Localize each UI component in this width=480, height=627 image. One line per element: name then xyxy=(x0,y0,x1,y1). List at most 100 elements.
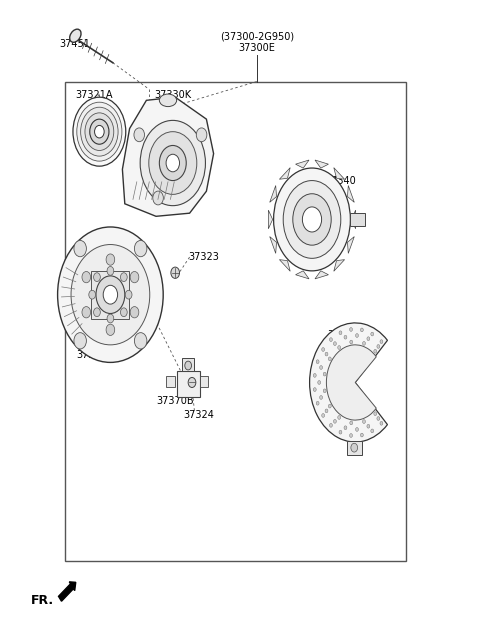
Ellipse shape xyxy=(350,340,353,344)
Ellipse shape xyxy=(371,332,374,336)
Ellipse shape xyxy=(322,414,324,418)
Ellipse shape xyxy=(328,404,331,408)
Ellipse shape xyxy=(322,347,324,351)
Ellipse shape xyxy=(334,419,336,423)
Ellipse shape xyxy=(302,207,322,232)
Ellipse shape xyxy=(329,338,332,342)
Ellipse shape xyxy=(159,145,186,181)
Ellipse shape xyxy=(356,428,359,431)
Ellipse shape xyxy=(344,335,347,339)
Ellipse shape xyxy=(380,421,383,425)
Text: 37390B: 37390B xyxy=(327,330,364,340)
Text: FR.: FR. xyxy=(31,594,54,607)
Ellipse shape xyxy=(73,97,126,166)
Ellipse shape xyxy=(339,430,342,434)
Ellipse shape xyxy=(196,128,207,142)
Ellipse shape xyxy=(377,345,380,349)
Ellipse shape xyxy=(380,340,383,344)
Ellipse shape xyxy=(313,374,316,377)
Ellipse shape xyxy=(71,245,150,345)
Text: 37323: 37323 xyxy=(189,252,219,262)
Ellipse shape xyxy=(74,240,86,256)
Text: 37370B: 37370B xyxy=(156,396,194,406)
Ellipse shape xyxy=(125,290,132,299)
Polygon shape xyxy=(296,271,309,279)
Ellipse shape xyxy=(344,426,347,429)
Ellipse shape xyxy=(338,416,341,419)
Ellipse shape xyxy=(149,132,197,194)
Ellipse shape xyxy=(362,419,365,423)
Text: 37330K: 37330K xyxy=(154,90,192,100)
Text: 37321A: 37321A xyxy=(75,90,112,100)
Polygon shape xyxy=(348,186,354,203)
Ellipse shape xyxy=(130,271,139,283)
Ellipse shape xyxy=(120,308,127,317)
Ellipse shape xyxy=(74,333,86,349)
Bar xyxy=(177,371,200,397)
Polygon shape xyxy=(270,236,276,253)
Ellipse shape xyxy=(94,273,100,282)
Ellipse shape xyxy=(362,342,365,345)
Ellipse shape xyxy=(171,267,180,278)
Ellipse shape xyxy=(323,389,326,393)
Ellipse shape xyxy=(94,308,100,317)
Ellipse shape xyxy=(371,429,374,433)
Ellipse shape xyxy=(360,328,363,332)
Ellipse shape xyxy=(325,409,328,413)
Ellipse shape xyxy=(106,324,115,335)
Ellipse shape xyxy=(85,113,114,150)
Polygon shape xyxy=(351,210,356,229)
FancyArrow shape xyxy=(59,582,76,601)
Bar xyxy=(166,376,175,387)
Text: (37300-2G950): (37300-2G950) xyxy=(220,31,294,41)
Ellipse shape xyxy=(377,416,380,420)
Ellipse shape xyxy=(188,377,196,387)
Ellipse shape xyxy=(95,125,104,138)
Bar xyxy=(200,376,208,387)
Ellipse shape xyxy=(320,366,323,369)
Ellipse shape xyxy=(274,168,350,271)
Ellipse shape xyxy=(367,424,370,428)
Text: 37360E: 37360E xyxy=(77,350,113,360)
Ellipse shape xyxy=(70,29,81,42)
Ellipse shape xyxy=(323,372,326,376)
Ellipse shape xyxy=(82,271,91,283)
PathPatch shape xyxy=(122,97,214,216)
Ellipse shape xyxy=(107,266,114,275)
Ellipse shape xyxy=(96,276,125,314)
Bar xyxy=(347,441,362,455)
Polygon shape xyxy=(279,167,290,179)
Ellipse shape xyxy=(325,352,328,356)
Ellipse shape xyxy=(283,181,341,258)
Ellipse shape xyxy=(316,401,319,405)
Bar xyxy=(65,82,406,561)
Ellipse shape xyxy=(360,433,363,437)
Ellipse shape xyxy=(107,314,114,323)
Ellipse shape xyxy=(120,273,127,282)
Ellipse shape xyxy=(374,412,377,416)
Ellipse shape xyxy=(320,396,323,399)
Ellipse shape xyxy=(374,349,377,353)
Ellipse shape xyxy=(349,327,352,331)
Ellipse shape xyxy=(349,434,352,438)
Ellipse shape xyxy=(140,120,205,206)
Ellipse shape xyxy=(328,357,331,361)
Text: 37340: 37340 xyxy=(325,176,356,186)
Ellipse shape xyxy=(81,107,118,156)
Ellipse shape xyxy=(77,102,122,161)
Bar xyxy=(182,358,194,371)
Ellipse shape xyxy=(316,360,319,364)
Text: 37324: 37324 xyxy=(184,410,215,420)
Ellipse shape xyxy=(350,421,353,424)
Polygon shape xyxy=(296,160,309,168)
Ellipse shape xyxy=(159,94,177,107)
Ellipse shape xyxy=(338,345,341,349)
Polygon shape xyxy=(268,210,273,229)
Ellipse shape xyxy=(89,290,96,299)
Text: 37451: 37451 xyxy=(59,39,90,49)
Ellipse shape xyxy=(356,334,359,337)
Ellipse shape xyxy=(185,361,192,370)
Ellipse shape xyxy=(367,337,370,340)
Bar xyxy=(91,271,129,319)
Polygon shape xyxy=(315,271,328,279)
